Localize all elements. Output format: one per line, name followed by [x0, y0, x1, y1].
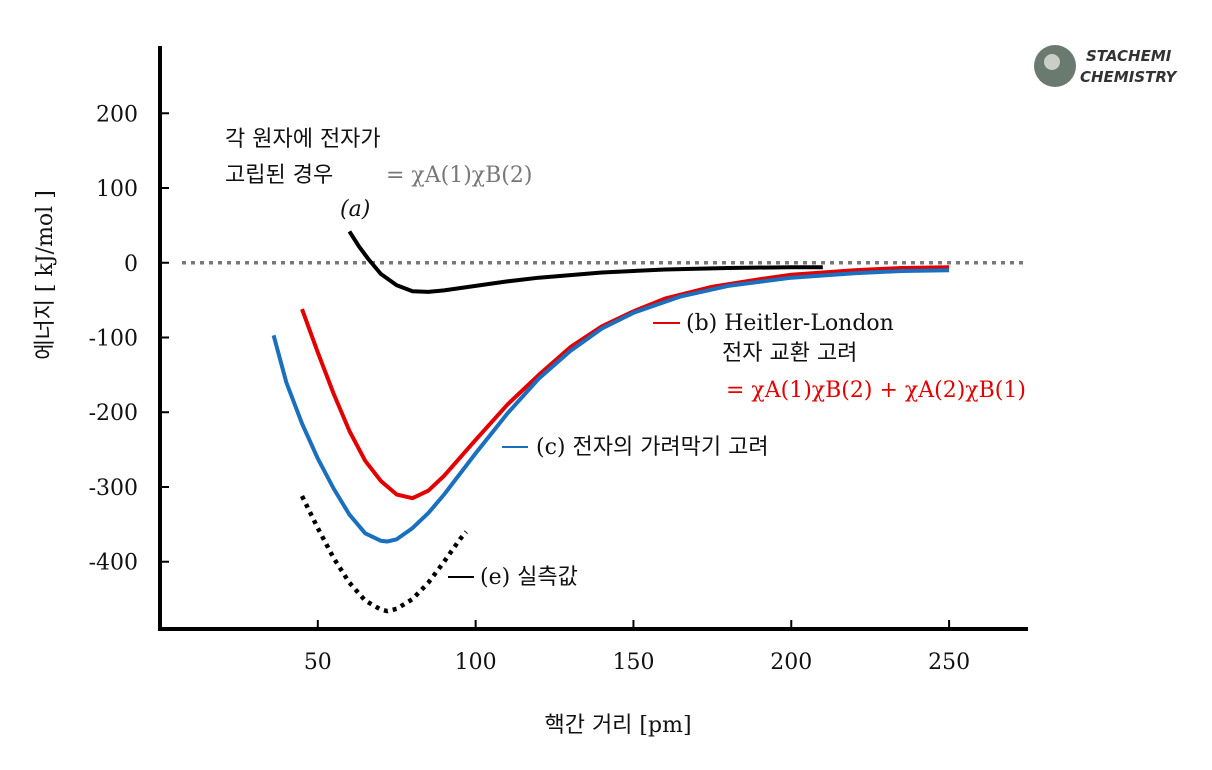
y-tick-label: 0 — [124, 252, 138, 277]
y-tick-label: -200 — [89, 401, 138, 426]
y-axis-title: 에너지 [ kJ/mol ] — [33, 190, 58, 360]
logo-icon-inner — [1044, 54, 1060, 70]
x-tick-label: 100 — [455, 650, 497, 675]
annotation-a-line2: 고립된 경우 — [225, 163, 333, 188]
ticks-group: 50 100 150 200 250 200 100 0 -100 -200 -300 -400 — [89, 102, 971, 675]
y-tick-label: -300 — [89, 476, 138, 501]
stachemi-logo: STACHEMI CHEMISTRY — [1034, 45, 1179, 87]
logo-line1: STACHEMI — [1086, 47, 1172, 65]
annotation-a-label: (a) — [340, 197, 370, 222]
y-tick-label: 200 — [96, 102, 138, 127]
x-tick-label: 200 — [770, 650, 812, 675]
annotation-b-formula: = χA(1)χB(2) + χA(2)χB(1) — [726, 378, 1026, 403]
x-tick-label: 50 — [304, 650, 332, 675]
x-tick-label: 150 — [612, 650, 654, 675]
x-axis-title: 핵간 거리 [pm] — [544, 713, 691, 738]
series-4-line — [299, 495, 468, 614]
logo-line2: CHEMISTRY — [1080, 68, 1179, 86]
annotation-a-line1: 각 원자에 전자가 — [225, 127, 381, 152]
series-1-line — [347, 230, 823, 294]
y-tick-label: -400 — [89, 551, 138, 576]
annotation-b-label: (b) Heitler-London — [686, 311, 894, 336]
annotation-a-formula: = χA(1)χB(2) — [386, 163, 532, 188]
annotation-b-line2: 전자 교환 고려 — [722, 341, 857, 366]
y-tick-label: 100 — [96, 177, 138, 202]
annotation-c-label: (c) 전자의 가려막기 고려 — [536, 435, 769, 460]
y-tick-label: -100 — [89, 327, 138, 352]
x-tick-label: 250 — [928, 650, 970, 675]
series-2-line — [300, 265, 950, 501]
annotation-e-label: (e) 실측값 — [480, 565, 578, 590]
series-3-line — [271, 268, 950, 544]
series-group — [271, 230, 950, 614]
